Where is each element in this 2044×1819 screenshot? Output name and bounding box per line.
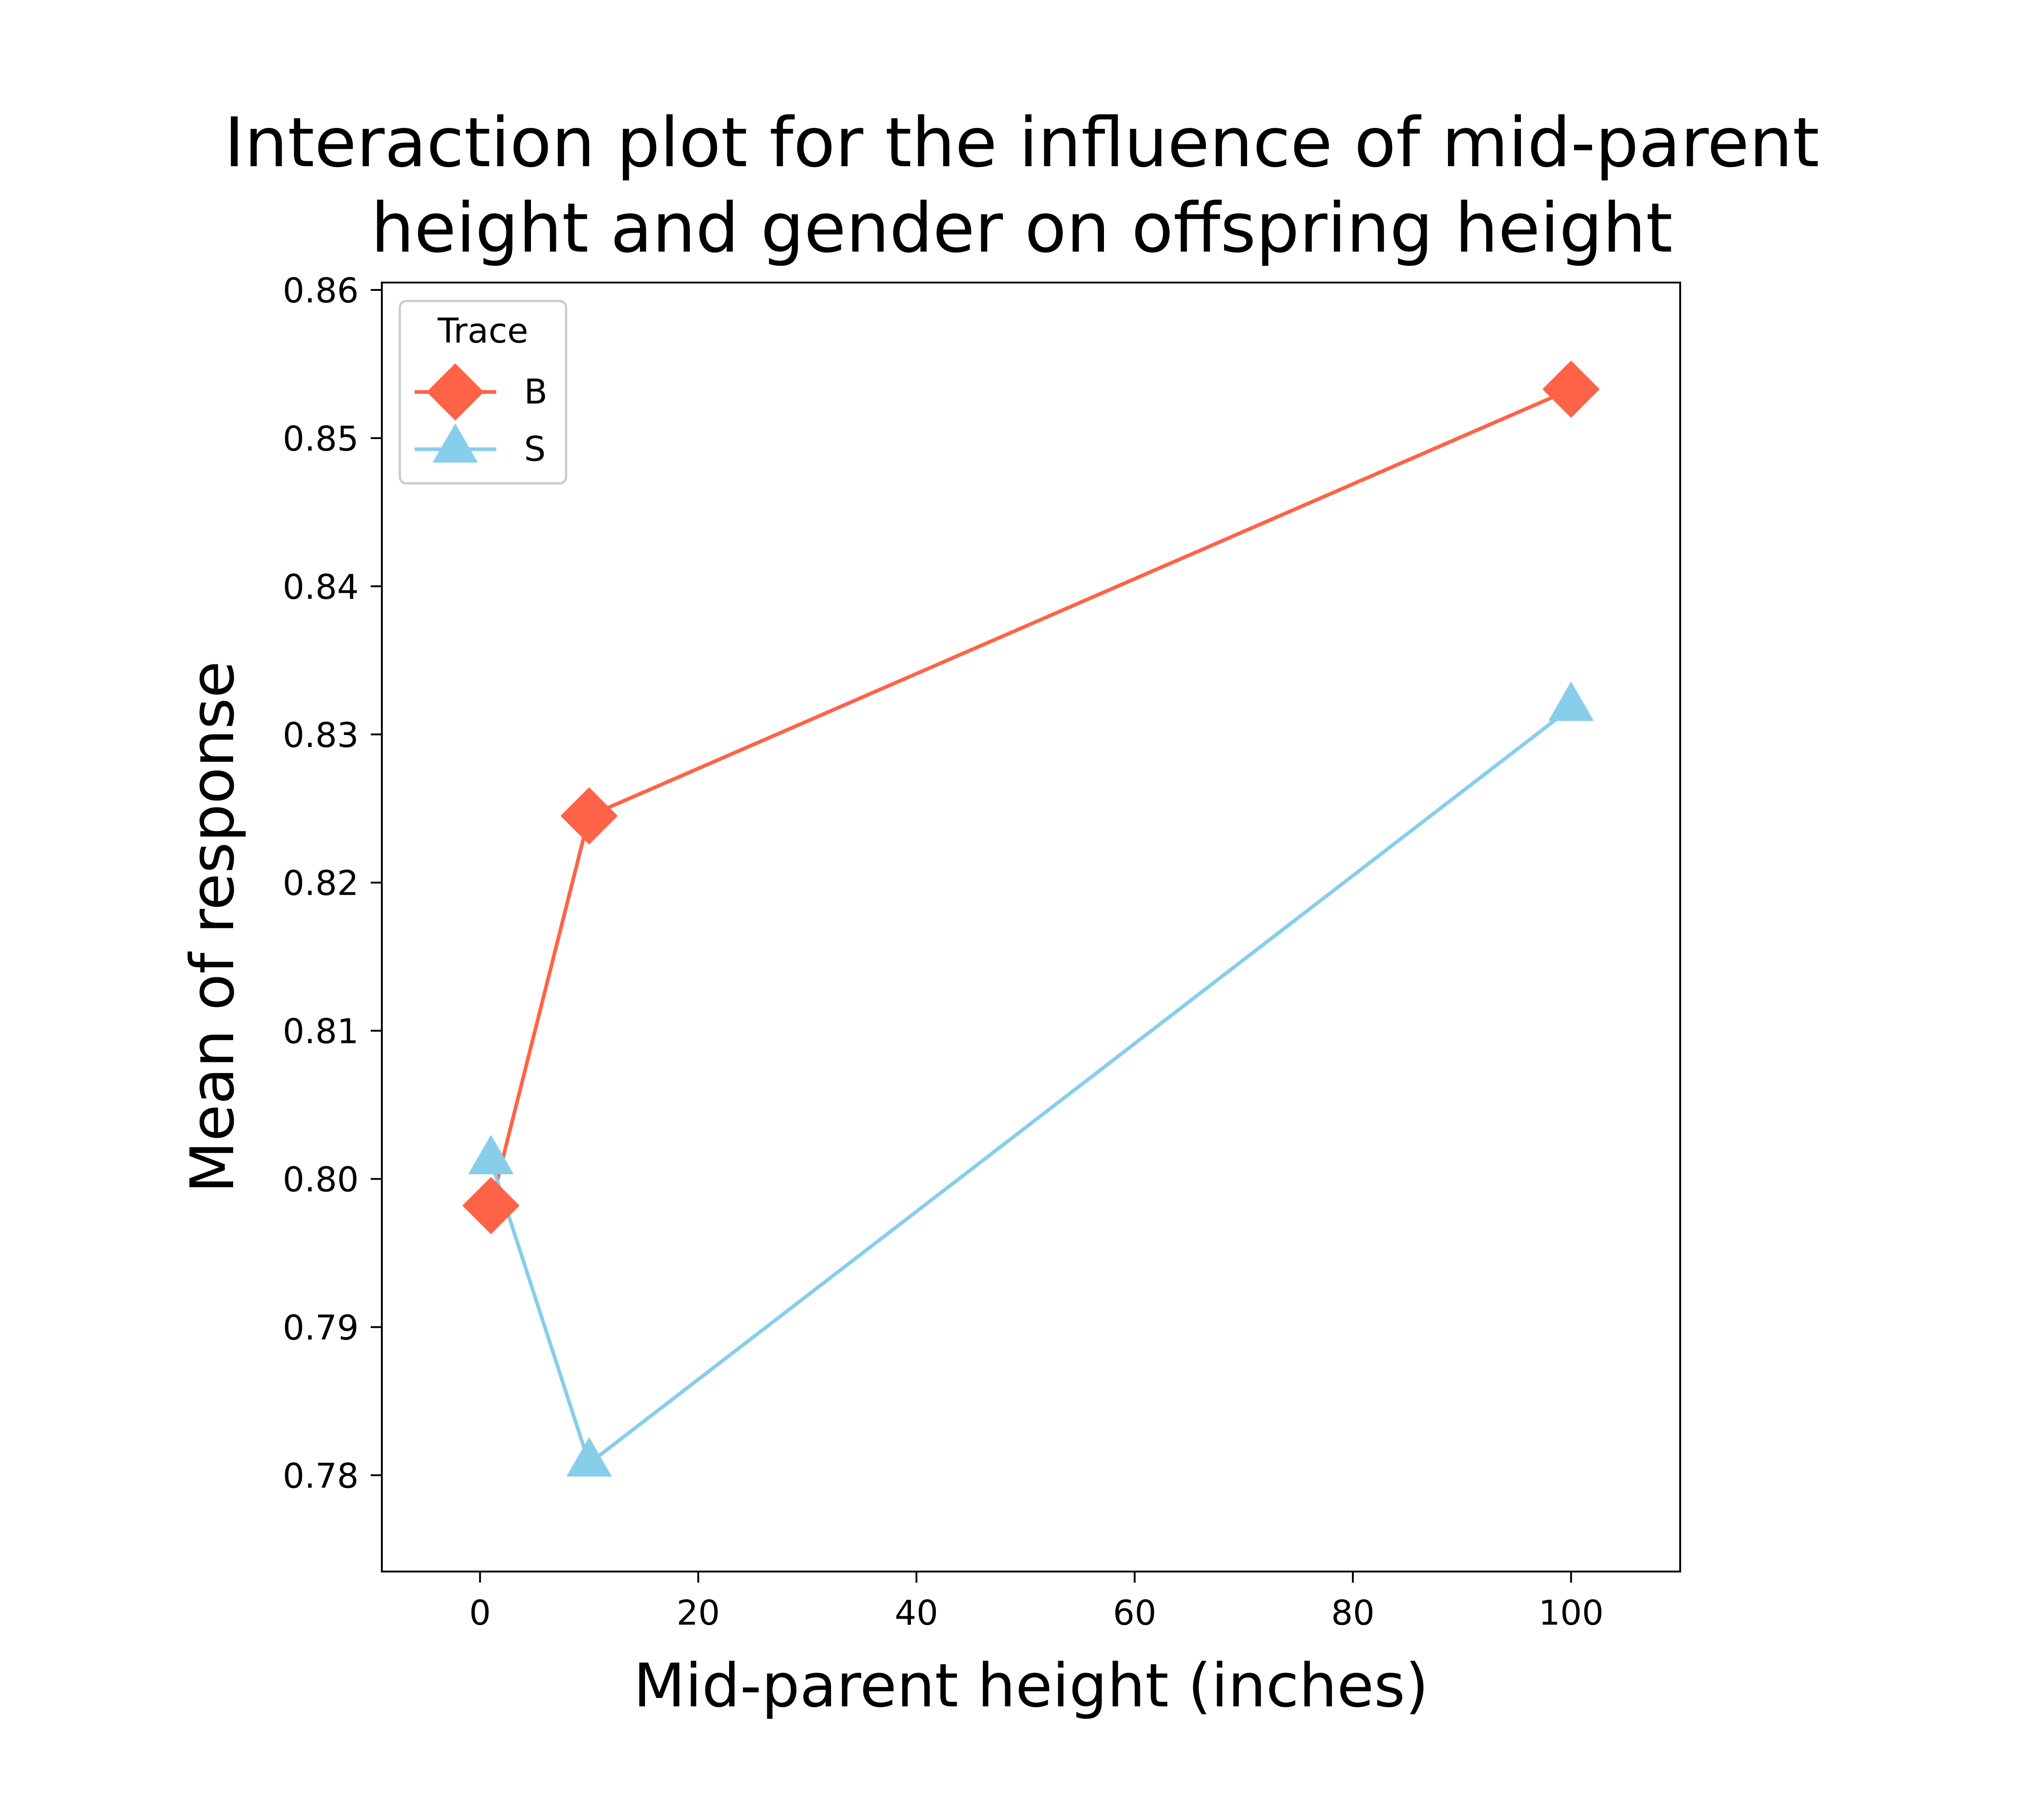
y-tick-label: 0.84	[283, 567, 359, 607]
x-tick-label: 40	[895, 1593, 938, 1633]
x-tick-label: 0	[469, 1593, 491, 1633]
y-tick-label: 0.78	[283, 1456, 359, 1496]
data-point-s	[566, 1437, 612, 1477]
legend-marker-s	[433, 423, 478, 463]
legend-label-s: S	[524, 429, 546, 469]
chart-title-line-1: Interaction plot for the influence of mi…	[224, 103, 1820, 182]
legend-title: Trace	[437, 311, 528, 351]
legend-label-b: B	[524, 372, 548, 412]
data-point-b	[1542, 361, 1600, 418]
y-tick-label: 0.83	[283, 716, 359, 755]
chart-title-line-2: height and gender on offspring height	[371, 188, 1672, 268]
y-tick-label: 0.85	[283, 419, 359, 459]
data-point-b	[462, 1177, 520, 1235]
data-point-s	[468, 1135, 514, 1175]
x-tick-label: 100	[1538, 1593, 1604, 1633]
axis-ticks: 0 20 40 60 80 100 0.78 0.79 0.80 0.81 0.82 0.83 0.84…	[283, 271, 1604, 1633]
x-tick-label: 80	[1331, 1593, 1375, 1633]
y-tick-label: 0.80	[283, 1160, 359, 1200]
legend: Trace B S	[398, 300, 567, 485]
x-tick-label: 20	[676, 1593, 720, 1633]
y-tick-label: 0.79	[283, 1308, 359, 1348]
y-tick-label: 0.81	[283, 1012, 359, 1052]
y-axis-label: Mean of response	[177, 661, 247, 1193]
x-tick-label: 60	[1113, 1593, 1156, 1633]
x-axis-label: Mid-parent height (inches)	[633, 1650, 1429, 1721]
y-tick-label: 0.86	[283, 271, 359, 311]
plot-area	[462, 361, 1600, 1477]
plot-frame	[381, 282, 1681, 1572]
data-point-s	[1548, 681, 1594, 721]
legend-marker-b	[427, 363, 484, 421]
y-tick-label: 0.82	[283, 864, 359, 903]
data-point-b	[560, 787, 618, 845]
